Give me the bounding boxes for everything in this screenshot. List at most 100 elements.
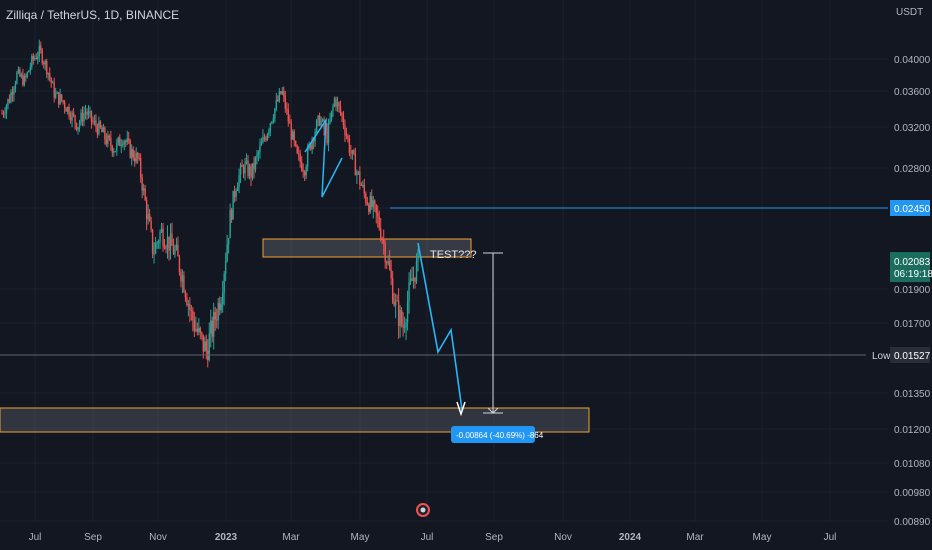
candle-body [356,172,358,176]
candle-body [390,269,392,279]
y-tick-label: 0.00890 [894,517,931,528]
candle-body [245,160,248,163]
candle-body [198,327,200,333]
candle-body [19,69,21,77]
test-annotation: TEST??? [430,249,476,261]
x-tick-label: 2024 [619,532,642,543]
candle-body [265,138,267,140]
x-tick-label: Sep [485,532,503,543]
candle-body [339,106,342,113]
candle-body [83,113,85,122]
candle-body [223,273,225,293]
candle-body [293,131,295,142]
candle-body [145,200,148,220]
candle-body [10,92,12,103]
candle-body [266,134,269,140]
candle-body [204,341,206,352]
candle-body [47,72,49,75]
candle-body [105,139,108,145]
candle-body [327,123,330,144]
candle-body [87,111,90,115]
candle-body [391,278,394,303]
candle-body [274,108,276,119]
candle-body [336,102,339,107]
candle-body [221,292,224,305]
candle-body [360,184,363,186]
candle-body [224,261,227,274]
candle-body [251,163,254,178]
candle-body [13,88,15,95]
candle-body [213,312,215,337]
candle-body [187,304,190,306]
candle-body [354,154,357,176]
candle-body [32,55,35,60]
candle-body [338,102,340,107]
candle-body [286,108,288,110]
candle-body [238,175,240,187]
candle-body [366,202,369,205]
candle-body [244,162,246,174]
candle-body [268,130,270,135]
x-tick-label: Mar [282,532,300,543]
candle-body [348,138,351,153]
low-price-value: 0.01527 [894,351,931,362]
candle-body [11,92,14,95]
candle-body [318,115,321,126]
candle-body [405,322,407,328]
candle-body [75,122,78,130]
candle-body [35,57,37,59]
candle-body [25,76,27,78]
candle-body [321,119,324,121]
candle-body [306,148,309,167]
candle-body [92,121,94,123]
time-axis[interactable]: Jul Sep Nov 2023 Mar May Jul Sep Nov 2024 Mar May Ju… [29,532,837,543]
candle-body [235,190,237,197]
candle-body [90,111,93,122]
candle-body [303,171,306,176]
candle-body [226,244,228,262]
candle-body [20,74,23,77]
candle-body [136,152,139,158]
candle-body [260,142,263,146]
candle-body [210,320,212,334]
candle-body [406,301,409,323]
candle-body [381,239,383,241]
candle-body [132,149,134,159]
candle-body [66,106,69,112]
y-tick-label: 0.01900 [894,285,931,296]
candle-body [399,310,401,326]
candle-body [14,83,17,89]
candle-body [8,99,11,103]
candle-body [272,118,275,122]
candle-body [168,236,170,251]
candle-body [292,131,294,140]
candle-body [126,138,128,142]
candle-body [22,74,24,86]
candle-body [4,113,6,115]
candle-body [385,262,388,264]
candle-body [257,152,260,155]
candle-body [333,98,336,106]
candle-body [351,150,354,154]
candle-body [262,137,264,143]
candle-body [98,121,100,135]
candle-body [211,320,213,337]
current-price-tag [890,252,930,283]
candle-body [330,110,333,120]
candle-body [278,91,281,102]
x-tick-label: Jul [824,532,837,543]
candle-body [117,137,120,143]
candle-body [31,55,33,68]
candle-body [387,261,389,264]
candle-body [202,334,204,352]
candle-body [186,297,188,306]
candle-body [403,327,406,329]
candle-body [299,154,301,163]
candle-body [417,251,419,261]
y-tick-label: 0.01080 [894,459,931,470]
candle-body [281,91,284,94]
candle-body [287,109,289,122]
candle-body [393,302,395,306]
candle-body [275,99,278,109]
